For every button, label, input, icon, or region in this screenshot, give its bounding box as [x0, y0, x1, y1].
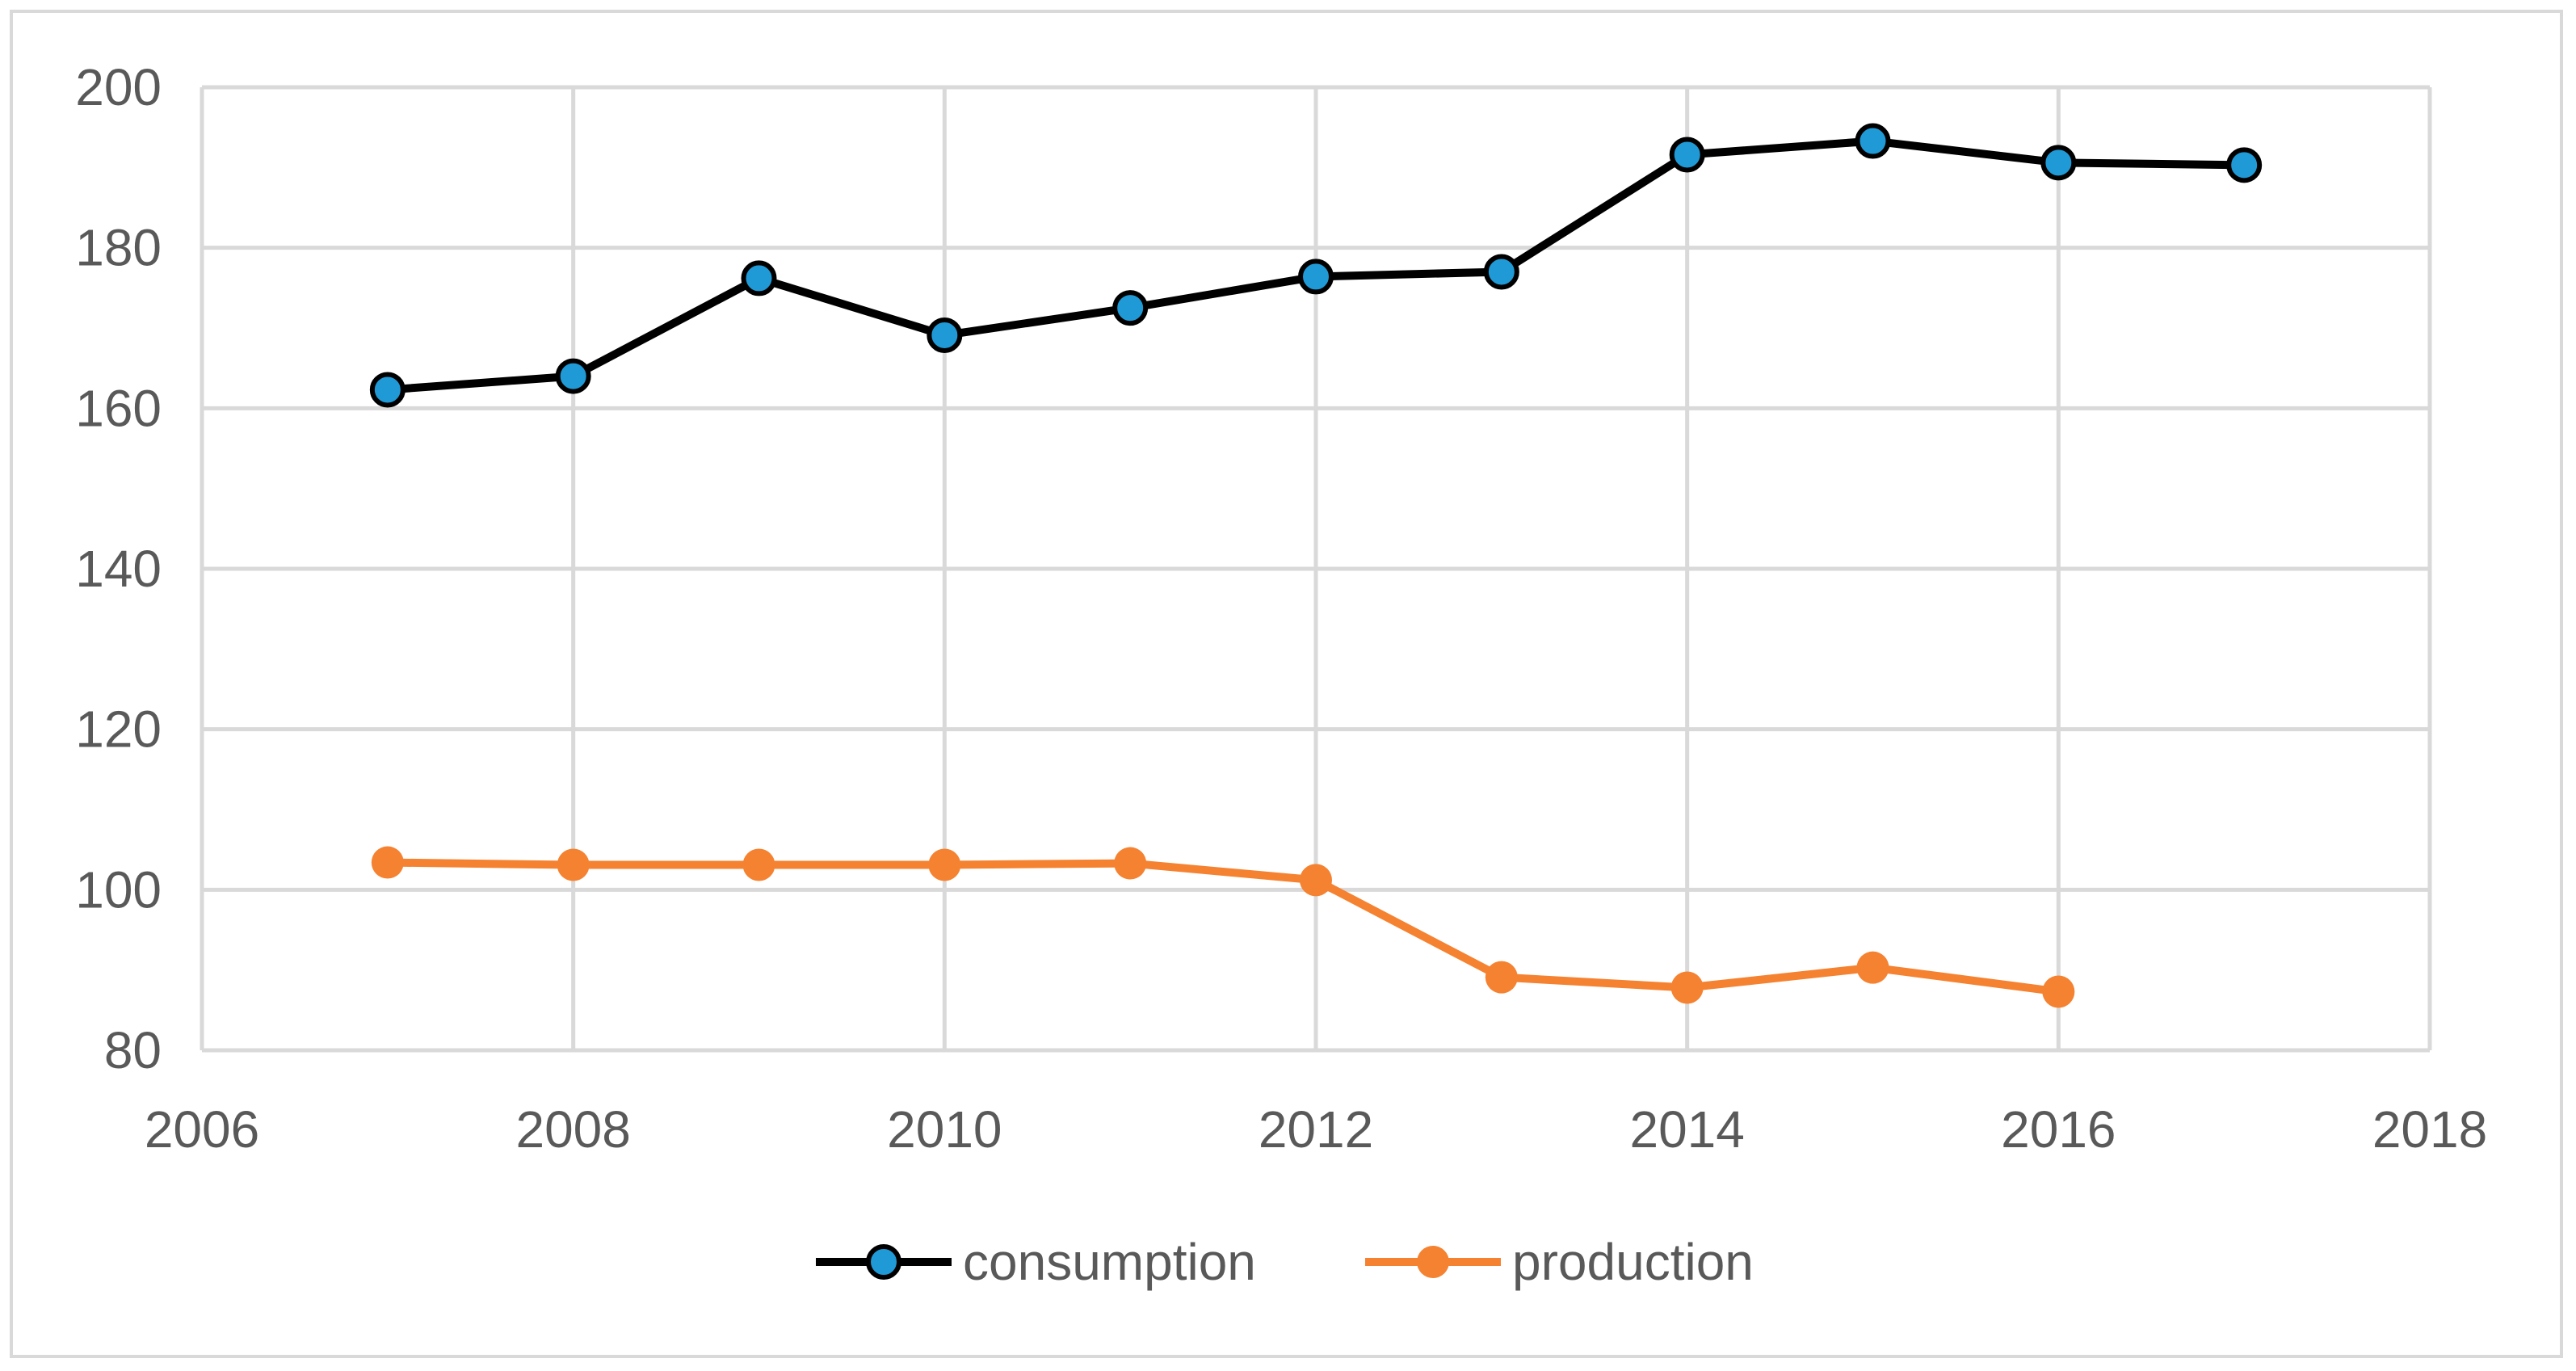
x-tick-label: 2008: [515, 1100, 630, 1159]
legend: consumption production: [816, 1233, 1754, 1291]
consumption-point: [2040, 145, 2077, 181]
legend-entry-consumption: consumption: [816, 1233, 1256, 1291]
y-tick-label: 140: [75, 540, 162, 598]
y-tick-label: 120: [75, 700, 162, 759]
production-point: [742, 848, 775, 881]
production-point: [1856, 951, 1889, 984]
production-line: [383, 858, 2063, 996]
legend-marker: [1417, 1246, 1449, 1278]
production-point: [1670, 971, 1704, 1004]
consumption-point: [1483, 254, 1519, 290]
legend-label: consumption: [963, 1233, 1256, 1291]
consumption-point: [369, 372, 406, 408]
consumption-point: [1112, 290, 1149, 326]
consumption-point: [927, 317, 963, 353]
production-point: [2042, 975, 2075, 1008]
grid: [200, 85, 2432, 1053]
production-point: [1485, 961, 1518, 994]
production-point: [928, 848, 961, 881]
consumption-point: [1855, 123, 1891, 159]
x-tick-label: 2012: [1259, 1100, 1373, 1159]
x-tick-label: 2014: [1629, 1100, 1744, 1159]
y-tick-label: 160: [75, 379, 162, 437]
x-tick-label: 2006: [145, 1100, 259, 1159]
x-tick-label: 2010: [887, 1100, 1002, 1159]
series-layer: [369, 123, 2263, 1008]
legend-marker: [866, 1244, 901, 1280]
y-tick-label: 80: [104, 1021, 162, 1079]
y-tick-label: 200: [75, 58, 162, 116]
consumption-point: [1669, 137, 1705, 173]
y-tick-label: 180: [75, 219, 162, 277]
legend-label: production: [1512, 1233, 1754, 1291]
x-tick-label: 2016: [2001, 1100, 2116, 1159]
series-consumption: [369, 123, 2263, 408]
chart-frame: [10, 10, 2563, 1358]
y-tick-label: 100: [75, 860, 162, 919]
production-point: [371, 846, 404, 879]
production-point: [557, 848, 590, 881]
production-point: [1114, 847, 1147, 880]
consumption-point: [741, 260, 777, 296]
consumption-point: [1298, 259, 1334, 295]
production-point: [1300, 864, 1332, 897]
axis-labels: 80 100 120 140 160 180 200 2006 2008 2010 2012 2014…: [75, 58, 2487, 1159]
series-production: [371, 846, 2075, 1008]
consumption-point: [2226, 147, 2263, 183]
consumption-point: [555, 358, 591, 394]
legend-entry-production: production: [1365, 1233, 1754, 1291]
x-tick-label: 2018: [2372, 1100, 2487, 1159]
